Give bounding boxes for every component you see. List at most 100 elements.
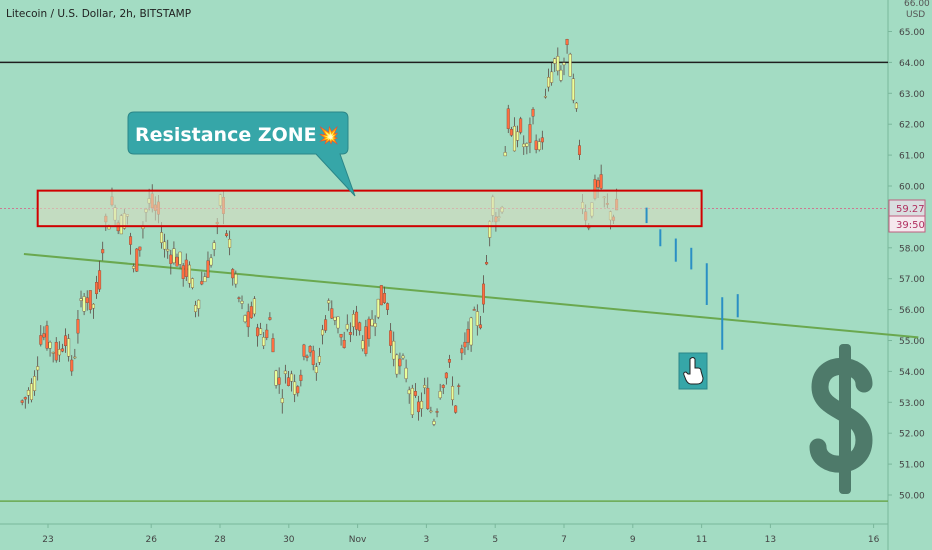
price-tick-label: 64.00 bbox=[899, 59, 925, 69]
candle-up bbox=[540, 137, 544, 143]
candle-up bbox=[596, 180, 600, 188]
candle-up bbox=[478, 324, 482, 329]
explosion-icon: 💥 bbox=[318, 125, 339, 146]
candle-up bbox=[135, 248, 139, 272]
candle-up bbox=[358, 322, 362, 331]
candle-up bbox=[296, 386, 300, 394]
candle-down bbox=[240, 300, 244, 304]
candle-down bbox=[553, 58, 557, 64]
candle-up bbox=[457, 385, 461, 387]
candle-down bbox=[568, 53, 572, 77]
candle-down bbox=[571, 78, 575, 101]
candle-up bbox=[76, 319, 80, 334]
horizontal-lines[interactable] bbox=[0, 61, 888, 502]
candle-up bbox=[95, 282, 99, 295]
candle-down bbox=[141, 226, 145, 229]
candle-down bbox=[172, 248, 176, 263]
candle-up bbox=[367, 318, 371, 339]
candle-up bbox=[169, 254, 173, 264]
candle-down bbox=[160, 232, 164, 243]
price-tick-label: 61.00 bbox=[899, 152, 925, 162]
candle-down bbox=[252, 298, 256, 315]
candle-up bbox=[308, 346, 312, 353]
candle-up bbox=[277, 377, 281, 385]
candle-down bbox=[209, 257, 213, 266]
candle-down bbox=[274, 370, 278, 386]
current-price-badge: 59.27 39:50 bbox=[888, 199, 926, 233]
price-axis-top-label: 66.00 bbox=[904, 0, 930, 9]
candle-down bbox=[559, 69, 563, 81]
resistance-zone-box[interactable] bbox=[36, 189, 703, 228]
candle-down bbox=[197, 299, 201, 309]
candle-up bbox=[255, 327, 259, 337]
candle-up bbox=[398, 358, 402, 367]
candle-up bbox=[181, 265, 185, 279]
candle-down bbox=[29, 383, 33, 400]
time-tick-label: 23 bbox=[42, 535, 53, 545]
candle-down bbox=[475, 311, 479, 326]
candle-up bbox=[463, 341, 467, 348]
candle-down bbox=[429, 410, 433, 413]
candle-up bbox=[389, 330, 393, 346]
price-tick-label: 62.00 bbox=[899, 121, 925, 131]
candle-up bbox=[138, 246, 142, 251]
candle-down bbox=[361, 340, 365, 349]
candle-up bbox=[98, 270, 102, 290]
callout-label: Resistance ZONE bbox=[135, 124, 317, 146]
candle-up bbox=[299, 374, 303, 381]
candle-up bbox=[416, 401, 420, 413]
candle-up bbox=[45, 325, 49, 349]
time-tick-label: 7 bbox=[561, 535, 567, 545]
candle-down bbox=[401, 355, 405, 359]
resistance-zone-callout[interactable]: Resistance ZONE 💥 bbox=[127, 111, 356, 197]
price-tick-label: 55.00 bbox=[899, 337, 925, 347]
candle-up bbox=[441, 384, 445, 388]
candle-down bbox=[345, 324, 349, 330]
candle-down bbox=[283, 370, 287, 374]
candle-down bbox=[395, 354, 399, 375]
candle-down bbox=[562, 62, 566, 66]
candle-up bbox=[482, 283, 486, 305]
candle-up bbox=[386, 303, 390, 310]
candle-up bbox=[311, 350, 315, 365]
price-tick-label: 51.00 bbox=[899, 461, 925, 471]
candle-up bbox=[101, 249, 105, 254]
price-tick-label: 53.00 bbox=[899, 399, 925, 409]
candle-down bbox=[293, 381, 297, 395]
candle-up bbox=[70, 359, 74, 372]
candle-down bbox=[432, 421, 436, 425]
candle-up bbox=[60, 348, 64, 352]
candle-up bbox=[342, 339, 346, 348]
trendline[interactable] bbox=[23, 252, 919, 339]
price-axis[interactable]: 50.00 51.00 52.00 53.00 54.00 55.00 56.00 57.00… bbox=[888, 28, 925, 502]
candle-down bbox=[420, 401, 424, 409]
candle-up bbox=[184, 259, 188, 277]
candle-up bbox=[271, 338, 275, 353]
candle-up bbox=[206, 260, 210, 278]
candle-up bbox=[509, 129, 513, 136]
candle-up bbox=[265, 329, 269, 338]
time-tick-label: 30 bbox=[283, 535, 295, 545]
candle-up bbox=[237, 297, 241, 299]
price-tick-label: 65.00 bbox=[899, 28, 925, 38]
candle-up bbox=[200, 281, 204, 285]
candle-down bbox=[547, 77, 551, 88]
candle-down bbox=[36, 366, 40, 371]
price-axis-currency: USD bbox=[906, 10, 925, 20]
pointer-hand-icon bbox=[678, 352, 708, 390]
candle-down bbox=[33, 376, 37, 391]
candle-up bbox=[305, 355, 309, 358]
candle-up bbox=[506, 108, 510, 129]
candle-up bbox=[225, 233, 229, 236]
time-axis[interactable]: 23 26 28 30 Nov 3 5 7 9 11 13 16 bbox=[42, 524, 880, 545]
candle-up bbox=[454, 405, 458, 413]
candle-up bbox=[175, 256, 179, 267]
candle-down bbox=[82, 296, 86, 312]
candle-up bbox=[534, 140, 538, 150]
candle-up bbox=[413, 391, 417, 396]
candle-up bbox=[485, 262, 489, 265]
candle-up bbox=[42, 333, 46, 338]
time-tick-label: Nov bbox=[349, 535, 367, 545]
